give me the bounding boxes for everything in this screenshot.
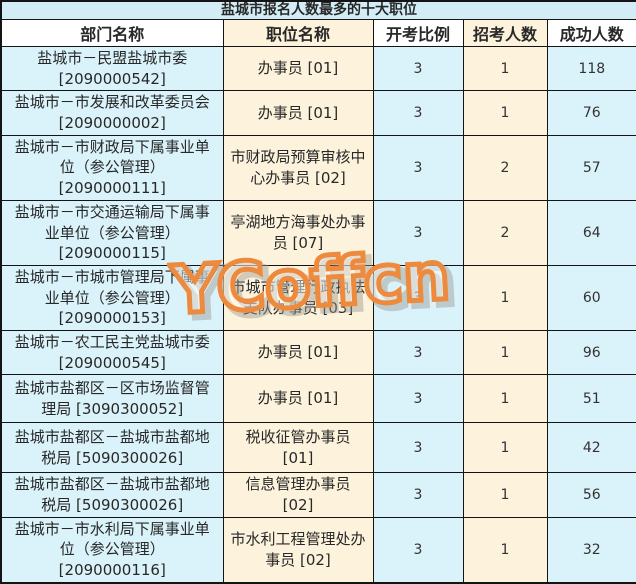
position-cell: 亭湖地方海事处办事 员 [07] [222,199,374,266]
ratio-cell: 3 [372,329,464,376]
success-cell: 57 [546,134,636,201]
header-recruit: 招考人数 [462,19,548,47]
table-row: 盐城市盐都区－盐城市盐都地 税局 [5090300026] 税收征管办事员 [0… [0,422,636,474]
position-cell: 市财政局预算审核中 心办事员 [02] [222,134,374,201]
header-position: 职位名称 [222,19,374,47]
recruit-cell: 1 [462,516,548,584]
title-row: 盐城市报名人数最多的十大职位 [0,0,636,20]
position-cell: 市水利工程管理处办 事员 [02] [222,516,374,584]
table-row: 盐城市－民盟盐城市委 [2090000542] 办事员 [01] 3 1 118 [0,45,636,92]
success-cell: 96 [546,329,636,376]
success-cell: 60 [546,264,636,331]
table-row: 盐城市－市水利局下属事业单 位（参公管理） [2090000116] 市水利工程… [0,516,636,584]
recruit-cell: 1 [462,472,548,518]
success-cell: 42 [546,422,636,474]
table-row: 盐城市－市发展和改革委员会 [2090000002] 办事员 [01] 3 1 … [0,90,636,136]
success-cell: 118 [546,45,636,92]
header-row: 部门名称 职位名称 开考比例 招考人数 成功人数 [0,19,636,47]
dept-cell: 盐城市－市交通运输局下属事 业单位（参公管理） [2090000115] [0,199,224,266]
ratio-cell: 3 [372,45,464,92]
dept-cell: 盐城市－农工民主党盐城市委 [2090000545] [0,329,224,376]
ratio-cell: 3 [372,422,464,474]
dept-cell: 盐城市盐都区－盐城市盐都地 税局 [5090300026] [0,472,224,518]
dept-cell: 盐城市盐都区－区市场监督管 理局 [3090300052] [0,374,224,424]
success-cell: 56 [546,472,636,518]
position-cell: 市城市管理行政执法 支队办事员 [03] [222,264,374,331]
dept-cell: 盐城市盐都区－盐城市盐都地 税局 [5090300026] [0,422,224,474]
recruit-cell: 1 [462,264,548,331]
ratio-cell: 3 [372,134,464,201]
ratio-cell: 3 [372,516,464,584]
position-cell: 办事员 [01] [222,329,374,376]
position-cell: 办事员 [01] [222,374,374,424]
dept-cell: 盐城市－市财政局下属事业单 位（参公管理） [2090000111] [0,134,224,201]
table-row: 盐城市－市财政局下属事业单 位（参公管理） [2090000111] 市财政局预… [0,134,636,201]
table-row: 盐城市－市城市管理局下属事 业单位（参公管理） [2090000153] 市城市… [0,264,636,331]
recruit-cell: 1 [462,374,548,424]
dept-cell: 盐城市－市发展和改革委员会 [2090000002] [0,90,224,136]
table-row: 盐城市盐都区－盐城市盐都地 税局 [5090300026] 信息管理办事员 [0… [0,472,636,518]
ratio-cell: 3 [372,264,464,331]
header-dept: 部门名称 [0,19,224,47]
header-ratio: 开考比例 [372,19,464,47]
ratio-cell: 3 [372,199,464,266]
ratio-cell: 3 [372,90,464,136]
success-cell: 76 [546,90,636,136]
position-cell: 税收征管办事员 [01] [222,422,374,474]
ratio-cell: 3 [372,374,464,424]
table-row: 盐城市－市交通运输局下属事 业单位（参公管理） [2090000115] 亭湖地… [0,199,636,266]
recruit-cell: 1 [462,329,548,376]
table-row: 盐城市－农工民主党盐城市委 [2090000545] 办事员 [01] 3 1 … [0,329,636,376]
table-row: 盐城市盐都区－区市场监督管 理局 [3090300052] 办事员 [01] 3… [0,374,636,424]
recruit-cell: 2 [462,134,548,201]
success-cell: 51 [546,374,636,424]
header-success: 成功人数 [546,19,636,47]
table-title: 盐城市报名人数最多的十大职位 [0,0,636,20]
dept-cell: 盐城市－民盟盐城市委 [2090000542] [0,45,224,92]
recruit-cell: 1 [462,45,548,92]
success-cell: 32 [546,516,636,584]
position-cell: 办事员 [01] [222,90,374,136]
success-cell: 64 [546,199,636,266]
recruit-cell: 1 [462,422,548,474]
position-cell: 办事员 [01] [222,45,374,92]
ratio-cell: 3 [372,472,464,518]
dept-cell: 盐城市－市城市管理局下属事 业单位（参公管理） [2090000153] [0,264,224,331]
position-cell: 信息管理办事员 [02] [222,472,374,518]
dept-cell: 盐城市－市水利局下属事业单 位（参公管理） [2090000116] [0,516,224,584]
recruit-cell: 2 [462,199,548,266]
recruit-cell: 1 [462,90,548,136]
